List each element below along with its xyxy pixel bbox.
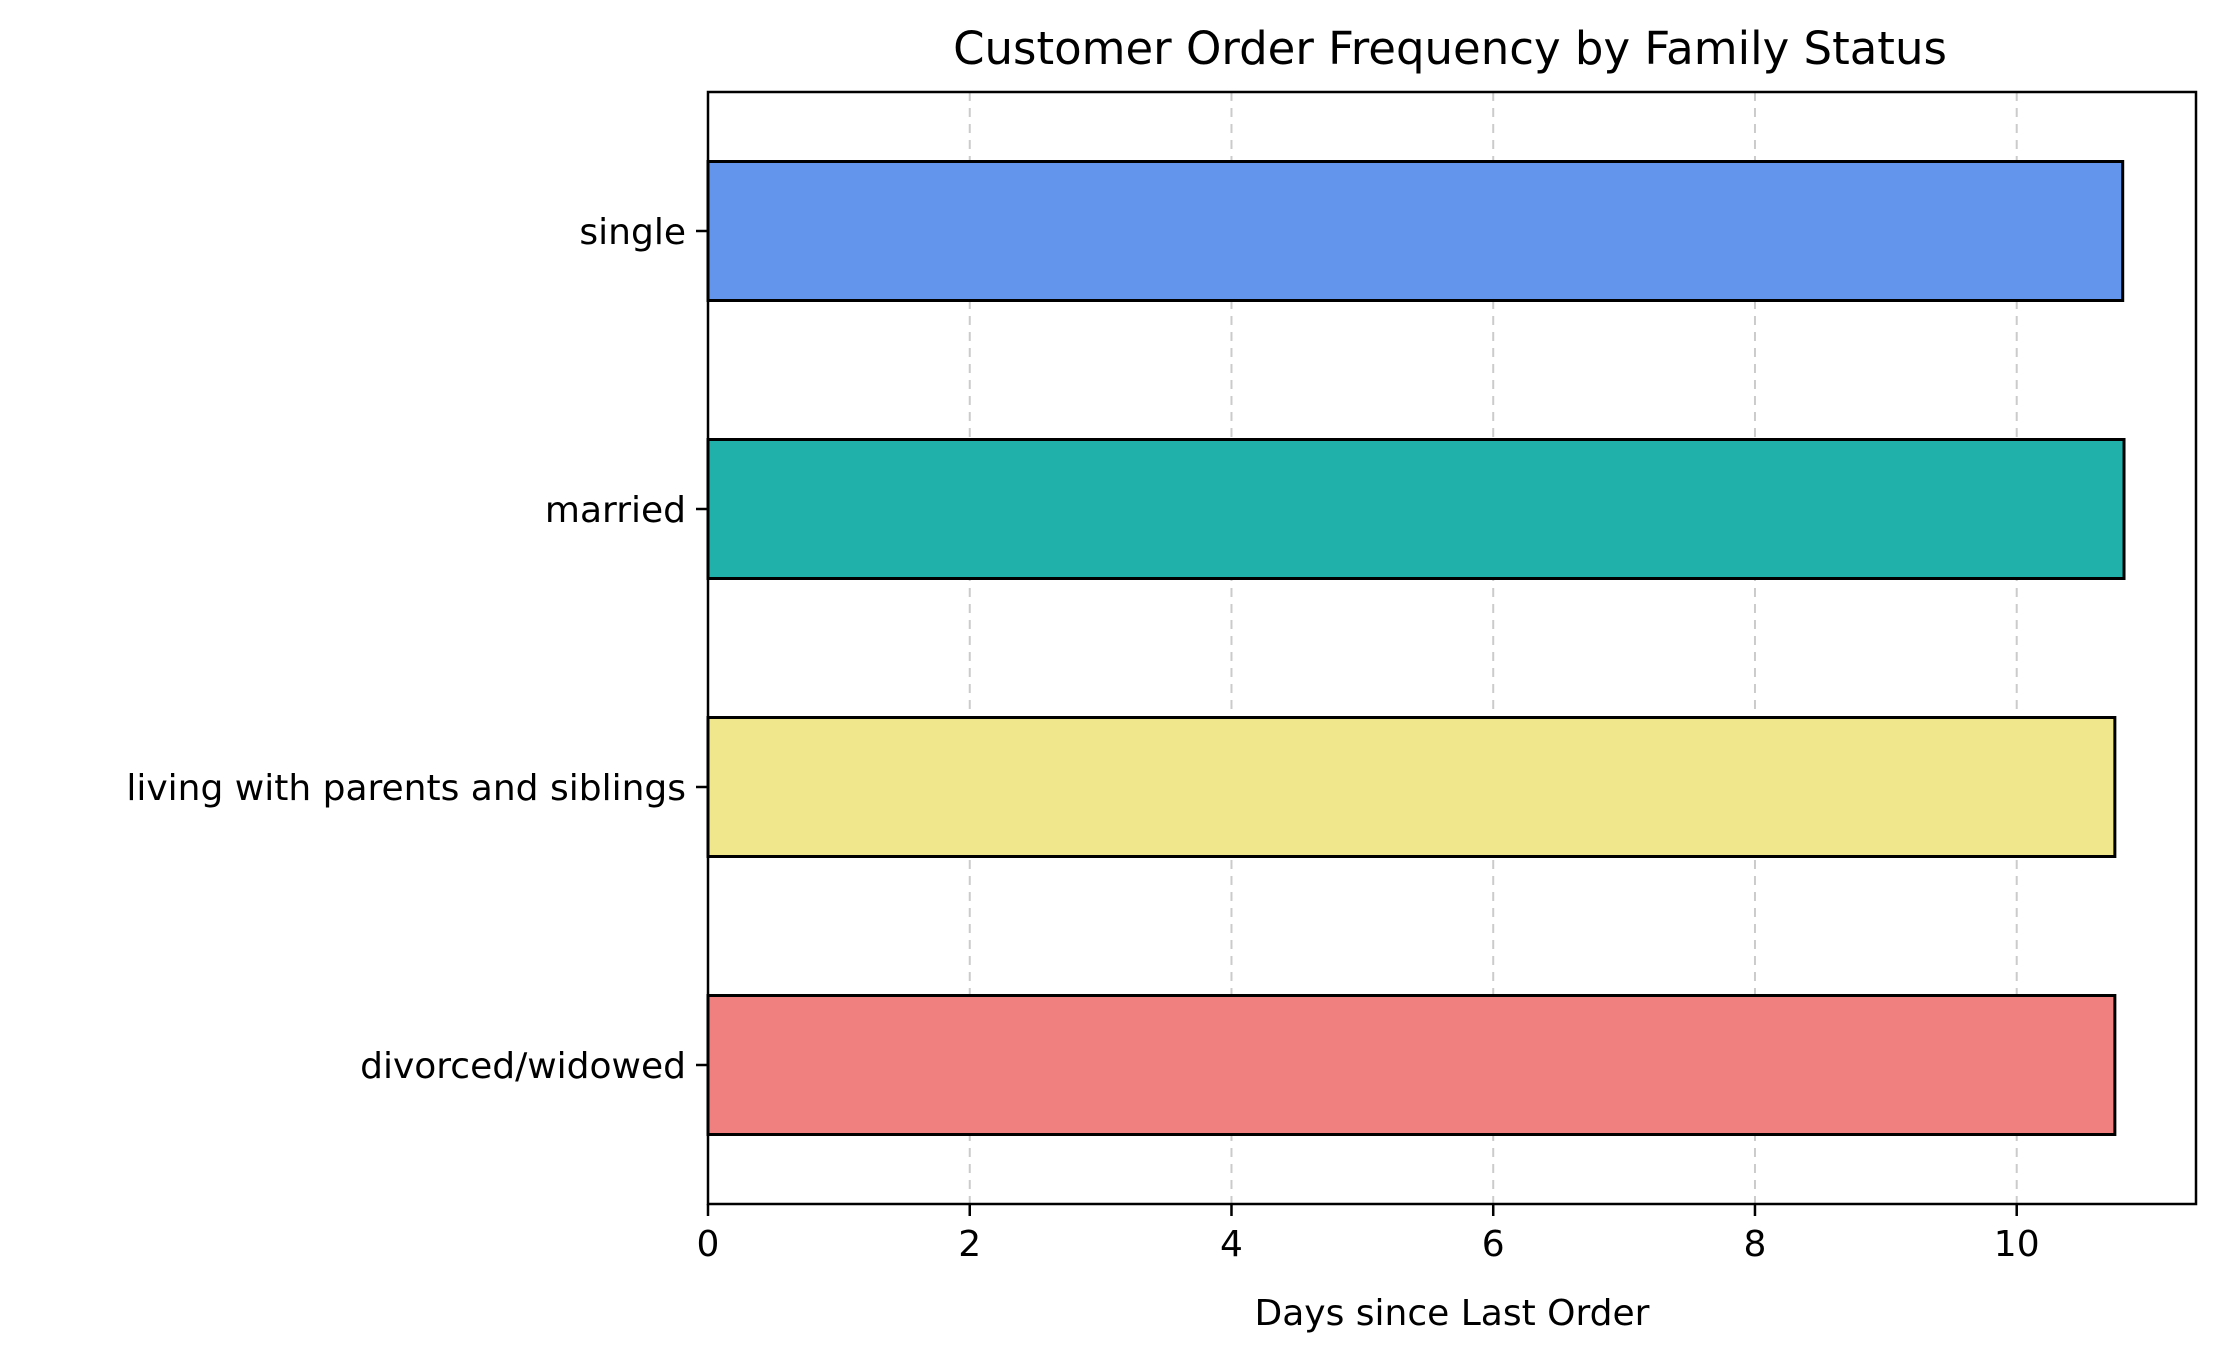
bar-living-with-parents-and-siblings bbox=[706, 716, 2117, 858]
x-tick-label-0: 0 bbox=[697, 1224, 720, 1265]
y-tick-label-single: single bbox=[579, 212, 686, 253]
x-tick-label-2: 2 bbox=[958, 1224, 981, 1265]
y-tick-label-divorced-widowed: divorced/widowed bbox=[360, 1046, 686, 1087]
x-tick-label-8: 8 bbox=[1744, 1224, 1767, 1265]
x-tick-label-4: 4 bbox=[1220, 1224, 1243, 1265]
y-tick-label-married: married bbox=[545, 490, 686, 531]
x-tick-label-10: 10 bbox=[1994, 1224, 2040, 1265]
plot-frame bbox=[706, 90, 2198, 1206]
bars bbox=[706, 160, 2126, 1136]
bar-divorced-widowed bbox=[706, 994, 2117, 1136]
y-tick-label-living-with-parents-and-siblings: living with parents and siblings bbox=[126, 768, 686, 809]
bar-single bbox=[706, 160, 2125, 302]
y-axis-ticks: single married living with parents and sib… bbox=[126, 212, 708, 1087]
x-axis-ticks: 0 2 4 6 8 10 bbox=[697, 1204, 2040, 1265]
chart-title: Customer Order Frequency by Family Statu… bbox=[953, 22, 1947, 75]
x-axis-label: Days since Last Order bbox=[1255, 1293, 1650, 1334]
bar-married bbox=[706, 438, 2126, 580]
x-tick-label-6: 6 bbox=[1482, 1224, 1505, 1265]
